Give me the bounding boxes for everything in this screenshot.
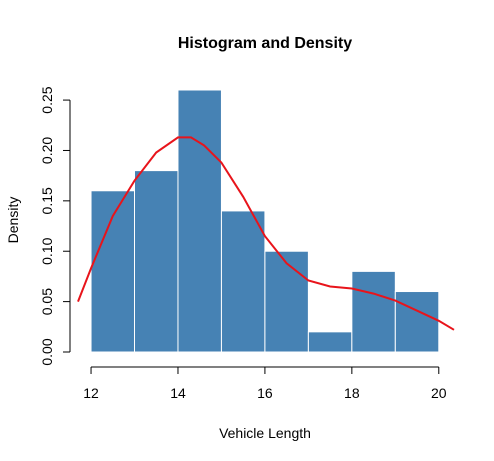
- y-tick-label: 0.05: [39, 288, 55, 315]
- y-axis-label: Density: [5, 197, 21, 244]
- x-axis-label: Vehicle Length: [219, 425, 311, 441]
- histogram-bar-7: [351, 270, 396, 353]
- x-tick-label: 14: [170, 385, 186, 401]
- bars-group: [90, 89, 440, 353]
- y-tick-label: 0.00: [39, 338, 55, 365]
- x-tick-label: 20: [431, 385, 447, 401]
- x-tick-label: 12: [83, 385, 99, 401]
- x-tick-label: 16: [257, 385, 273, 401]
- histogram-bar-4: [220, 210, 266, 353]
- y-tick-label: 0.10: [39, 237, 55, 264]
- y-axis-ticks: 0.00 0.05 0.10 0.15 0.20 0.25: [39, 86, 70, 366]
- histogram-bar-2: [134, 170, 179, 353]
- histogram-bar-6: [307, 331, 353, 353]
- y-tick-label: 0.20: [39, 137, 55, 164]
- histogram-bar-3: [177, 89, 222, 353]
- histogram-bar-8: [394, 291, 440, 353]
- histogram-bar-5: [264, 250, 309, 353]
- x-axis-ticks: 12 14 16 18 20: [83, 367, 447, 401]
- chart-title: Histogram and Density: [178, 35, 352, 52]
- x-tick-label: 18: [344, 385, 360, 401]
- density-curve: [77, 136, 455, 331]
- y-tick-label: 0.15: [39, 187, 55, 214]
- y-tick-label: 0.25: [39, 86, 55, 113]
